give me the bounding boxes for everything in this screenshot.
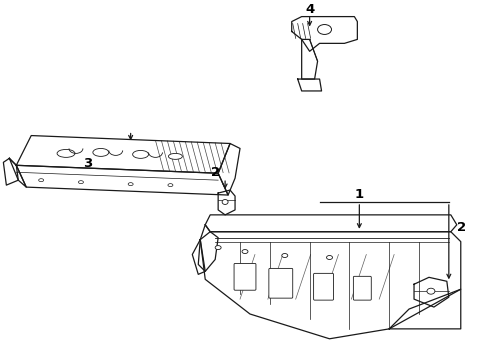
Polygon shape [9, 158, 26, 187]
Text: 2: 2 [456, 221, 466, 234]
Polygon shape [218, 144, 240, 195]
Text: 3: 3 [83, 157, 92, 170]
Text: 2: 2 [210, 166, 219, 179]
Ellipse shape [242, 249, 247, 253]
Ellipse shape [215, 246, 221, 249]
Text: 1: 1 [354, 188, 363, 201]
Polygon shape [192, 240, 205, 274]
Ellipse shape [222, 199, 227, 204]
Ellipse shape [132, 150, 148, 158]
Polygon shape [198, 232, 218, 271]
Ellipse shape [57, 149, 75, 157]
Ellipse shape [128, 183, 133, 186]
Ellipse shape [168, 153, 182, 159]
FancyBboxPatch shape [234, 264, 255, 290]
Text: 4: 4 [305, 3, 314, 16]
Polygon shape [200, 225, 460, 339]
Ellipse shape [93, 148, 108, 156]
Polygon shape [16, 136, 230, 173]
Ellipse shape [39, 179, 43, 182]
FancyBboxPatch shape [268, 269, 292, 298]
Ellipse shape [426, 288, 434, 294]
Polygon shape [205, 215, 456, 232]
Polygon shape [413, 277, 448, 307]
Polygon shape [16, 165, 227, 195]
Polygon shape [388, 289, 460, 329]
Polygon shape [291, 17, 357, 51]
Ellipse shape [317, 24, 331, 35]
FancyBboxPatch shape [313, 273, 333, 300]
Ellipse shape [167, 184, 173, 186]
Polygon shape [301, 39, 317, 79]
Polygon shape [297, 79, 321, 91]
Polygon shape [218, 190, 235, 215]
Ellipse shape [326, 256, 332, 260]
Ellipse shape [281, 253, 287, 257]
Ellipse shape [78, 181, 83, 184]
FancyBboxPatch shape [353, 276, 370, 300]
Polygon shape [3, 158, 18, 185]
